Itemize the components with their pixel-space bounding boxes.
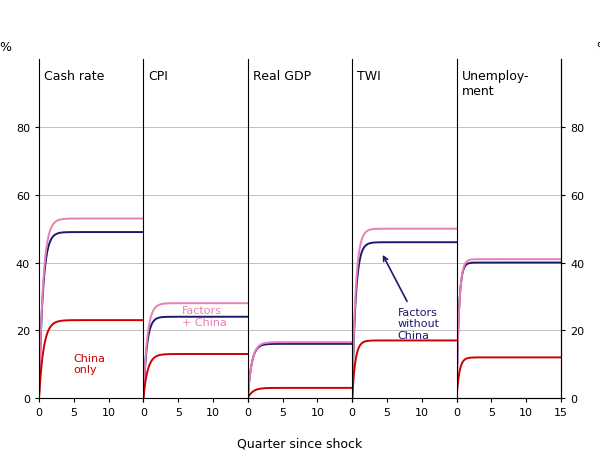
Text: Real GDP: Real GDP: [253, 70, 311, 83]
Text: %: %: [596, 40, 600, 53]
Text: Quarter since shock: Quarter since shock: [238, 436, 362, 449]
Text: CPI: CPI: [149, 70, 169, 83]
Text: Factors
without
China: Factors without China: [383, 257, 439, 340]
Text: Cash rate: Cash rate: [44, 70, 104, 83]
Text: TWI: TWI: [358, 70, 381, 83]
Text: Unemploy-
ment: Unemploy- ment: [462, 70, 529, 98]
Text: Factors
+ China: Factors + China: [182, 306, 227, 327]
Text: %: %: [0, 40, 11, 53]
Text: China
only: China only: [74, 353, 106, 375]
